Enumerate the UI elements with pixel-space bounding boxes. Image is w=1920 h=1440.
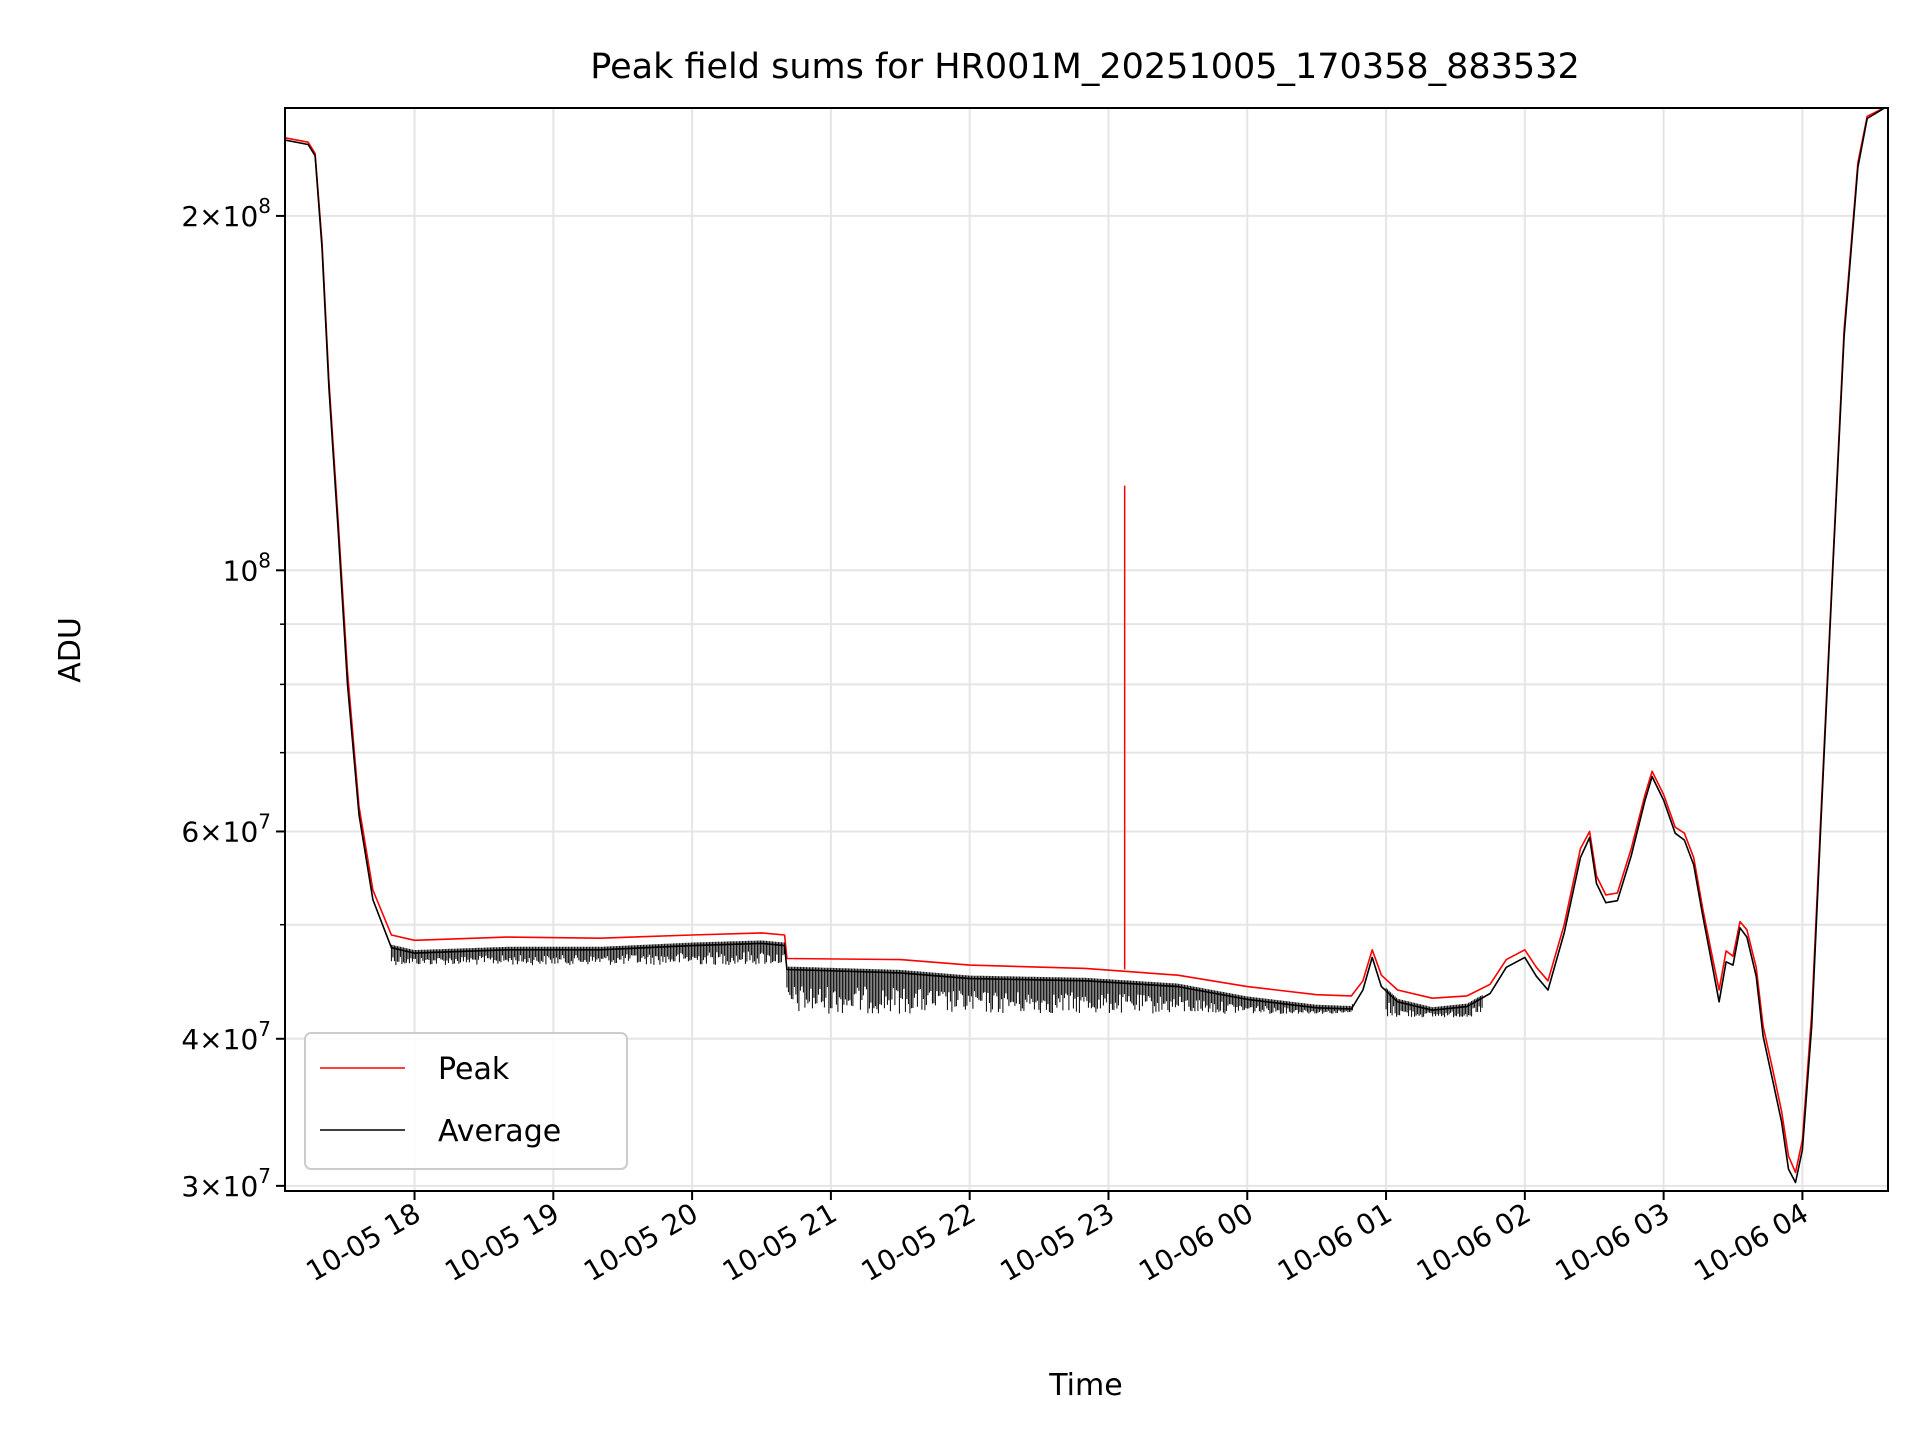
series-layer — [285, 108, 1887, 1184]
y-tick-label: 2×108 — [181, 194, 271, 233]
y-axis-label: ADU — [53, 617, 88, 683]
y-tick-label: 3×107 — [181, 1164, 271, 1203]
legend-box — [304, 1032, 628, 1170]
plot-frame — [284, 107, 1889, 1192]
y-tick-label: 4×107 — [181, 1017, 271, 1056]
y-tick-label: 108 — [223, 548, 271, 587]
legend: Peak Average — [304, 1032, 628, 1170]
legend-label-peak: Peak — [438, 1052, 510, 1087]
x-axis-label: Time — [1048, 1368, 1122, 1403]
legend-label-average: Average — [438, 1114, 561, 1149]
grid — [285, 108, 1888, 1191]
series-noise-average — [1385, 987, 1483, 1018]
y-tick-label: 6×107 — [181, 809, 271, 848]
chart-title: Peak field sums for HR001M_20251005_1703… — [590, 47, 1580, 87]
series-noise-average — [786, 966, 1353, 1014]
series-noise-average — [390, 940, 785, 966]
series-line-peak — [285, 108, 1886, 1174]
